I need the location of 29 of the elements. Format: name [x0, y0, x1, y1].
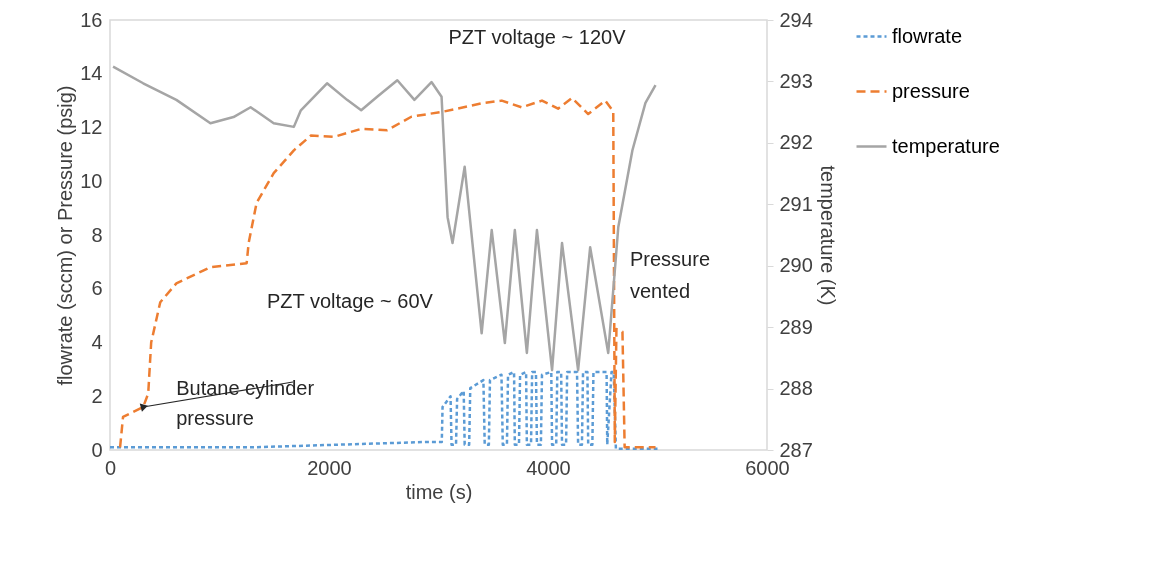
annotation: Pressure vented	[630, 248, 711, 302]
annotation: PZT voltage ~ 60V	[267, 290, 434, 312]
y-tick-label: 12	[80, 116, 103, 138]
legend-label: pressure	[892, 79, 970, 102]
y-tick-label: 0	[91, 438, 103, 461]
x-tick-label: 4000	[526, 456, 571, 479]
y2-tick-label: 291	[779, 192, 813, 215]
legend-label: flowrate	[892, 24, 963, 47]
y2-tick-label: 289	[779, 315, 813, 338]
y-axis-title: flowrate (sccm) or Pressure (psig)	[54, 85, 77, 386]
y-tick-label: 2	[91, 384, 103, 407]
y-tick-label: 10	[80, 169, 103, 192]
y2-tick-label: 293	[779, 69, 813, 92]
y2-axis-title: temperature (K)	[816, 165, 839, 306]
annotation: Butane cylinder pressure	[176, 377, 315, 429]
x-tick-label: 2000	[307, 456, 352, 479]
y2-tick-label: 294	[779, 8, 813, 31]
y-tick-label: 16	[80, 8, 103, 31]
y-tick-label: 14	[80, 62, 103, 85]
annotation: PZT voltage ~ 120V	[448, 26, 627, 48]
legend-label: temperature	[892, 134, 1000, 157]
y2-tick-label: 288	[779, 377, 813, 400]
x-axis-title: time (s)	[405, 480, 473, 503]
y-tick-label: 4	[91, 331, 103, 353]
y2-tick-label: 292	[779, 131, 813, 154]
y2-tick-label: 290	[779, 254, 813, 277]
y-tick-label: 8	[91, 223, 103, 246]
line-series	[110, 370, 659, 450]
y-tick-label: 6	[91, 277, 103, 300]
